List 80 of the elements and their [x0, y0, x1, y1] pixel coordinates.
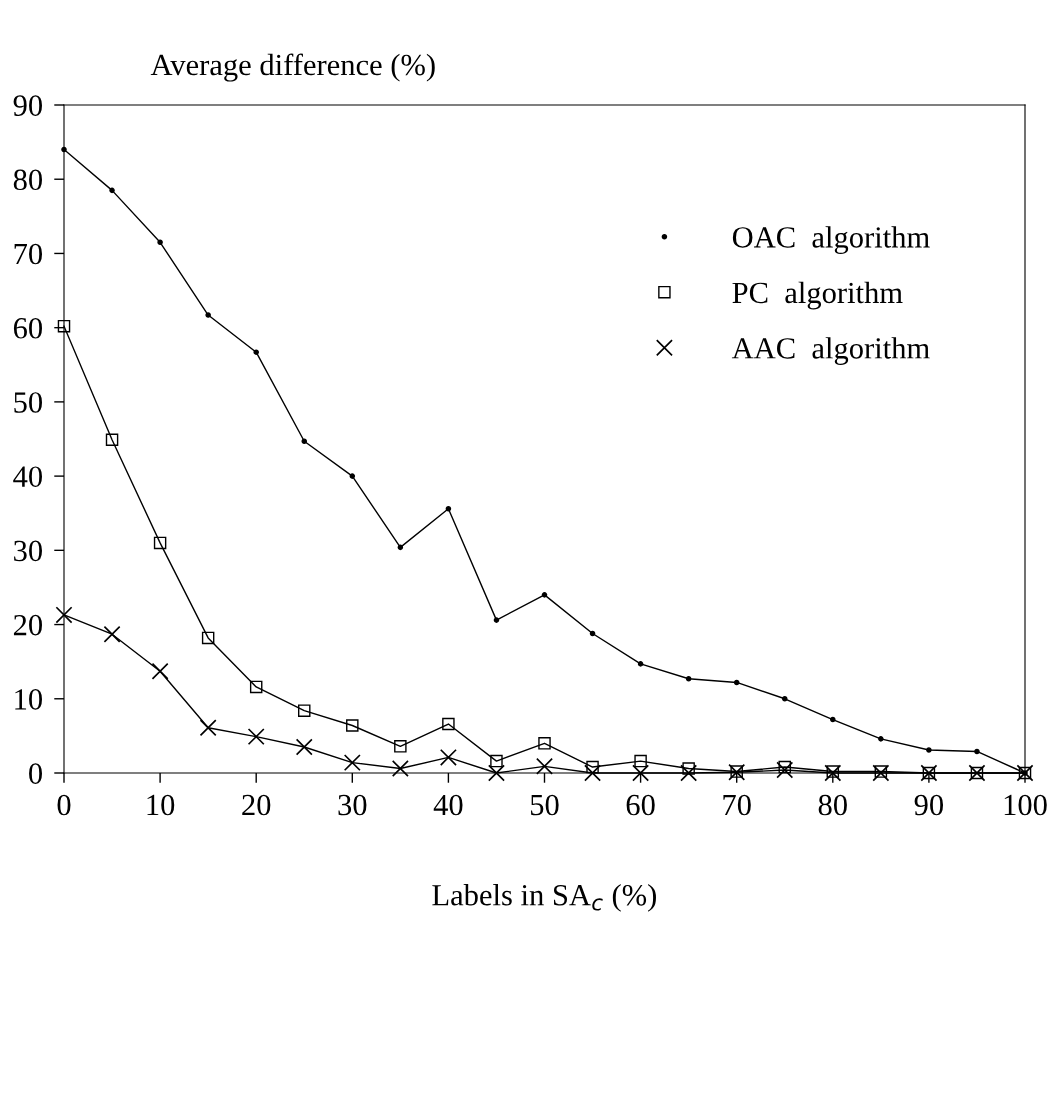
point: [680, 764, 698, 782]
point: [397, 544, 404, 551]
x-tick-label: 90: [914, 794, 944, 816]
x-tick-label: 60: [626, 794, 655, 816]
y-tick-label: 40: [13, 466, 42, 488]
point: [61, 146, 67, 153]
point: [830, 716, 836, 723]
y-tick-label: 0: [29, 763, 42, 784]
x-axis-title: Labels in SA$_{c}$ (%): [432, 884, 656, 912]
point: [824, 764, 842, 782]
point: [109, 187, 115, 194]
point: [445, 505, 452, 512]
y-tick-label: 10: [15, 689, 42, 710]
point: [778, 760, 792, 774]
point: [584, 764, 602, 782]
point: [343, 754, 361, 772]
point: [153, 536, 167, 550]
x-tick-label: 50: [531, 794, 559, 816]
y-tick-label: 90: [13, 95, 42, 116]
y-tick-label: 20: [13, 614, 42, 636]
point: [199, 719, 217, 737]
point: [249, 680, 263, 694]
point: [589, 630, 596, 637]
point: [295, 738, 313, 756]
point: [346, 719, 359, 732]
point: [632, 764, 650, 782]
point: [538, 737, 551, 750]
x-tick-label: 100: [1004, 794, 1047, 816]
x-tick-label: 20: [242, 794, 271, 816]
point: [151, 662, 169, 680]
point: [874, 765, 888, 778]
x-tick-label: 10: [147, 794, 175, 816]
point: [781, 695, 788, 702]
y-tick-label: 70: [14, 243, 42, 265]
point: [586, 760, 599, 774]
point: [926, 747, 932, 753]
x-tick-label: 80: [818, 794, 847, 816]
point: [247, 728, 265, 746]
point: [634, 754, 647, 768]
point: [349, 473, 356, 479]
point: [157, 239, 163, 246]
point: [733, 679, 740, 686]
point: [391, 760, 409, 778]
point: [974, 748, 980, 755]
point: [394, 740, 407, 753]
point: [878, 736, 884, 742]
point: [682, 762, 695, 775]
point: [637, 661, 644, 667]
y-tick-label: 30: [14, 540, 42, 562]
legend-label: OAC algorithm: [732, 226, 930, 254]
point: [201, 631, 215, 645]
y-axis-title: Average difference (%): [150, 53, 435, 82]
point: [205, 312, 211, 318]
point: [685, 675, 692, 682]
y-tick-label: 80: [13, 169, 42, 191]
point: [439, 748, 457, 766]
point: [487, 764, 505, 782]
point: [541, 592, 548, 598]
point: [57, 319, 71, 333]
point: [55, 606, 73, 624]
point: [872, 764, 890, 782]
point: [493, 617, 500, 623]
point: [105, 433, 119, 446]
x-tick-label: 30: [338, 794, 367, 816]
y-tick-label: 60: [13, 317, 42, 339]
x-tick-label: 0: [57, 794, 71, 816]
point: [776, 761, 794, 779]
point: [103, 625, 121, 643]
point: [490, 754, 503, 768]
x-tick-label: 40: [433, 794, 463, 816]
x-tick-label: 70: [723, 794, 751, 816]
legend-label: PC algorithm: [732, 281, 903, 310]
point: [253, 349, 259, 355]
point: [536, 757, 553, 775]
point: [301, 438, 308, 445]
legend-label: AAC algorithm: [731, 337, 930, 365]
point: [297, 704, 311, 717]
y-tick-label: 50: [14, 392, 42, 413]
point: [442, 717, 455, 731]
point: [826, 765, 840, 778]
